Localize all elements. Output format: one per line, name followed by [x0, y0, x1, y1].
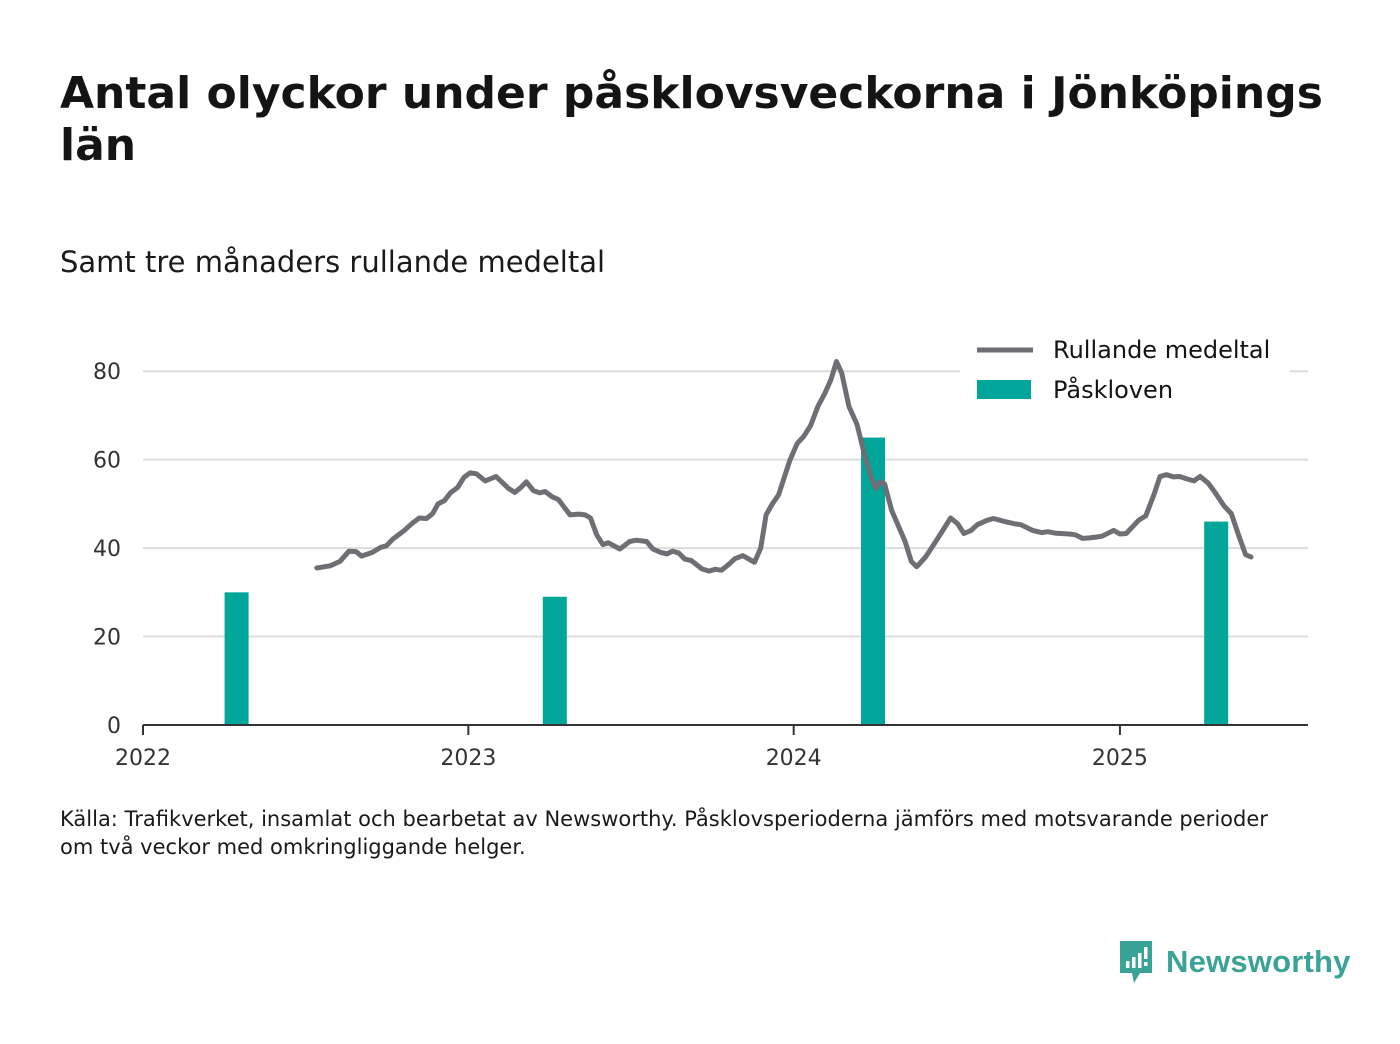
y-tick-label: 80	[93, 360, 121, 385]
y-tick-label: 40	[93, 537, 121, 562]
newsworthy-logo-icon	[1120, 941, 1152, 983]
chart-area: 0 20 40 60 80 2022 2023 2024 2025 Rullande medel…	[93, 332, 1308, 771]
line-series	[314, 359, 1254, 574]
x-tick-label: 2025	[1092, 746, 1148, 771]
legend: Rullande medeltal Påskloven	[960, 332, 1290, 410]
bar-series	[224, 437, 1229, 724]
bar-paskloven	[224, 592, 249, 724]
legend-label-line: Rullande medeltal	[1053, 336, 1270, 364]
y-tick-label: 0	[107, 714, 121, 739]
x-tick-label: 2023	[440, 746, 496, 771]
y-tick-label: 20	[93, 626, 121, 651]
y-tick-label: 60	[93, 449, 121, 474]
chart-subtitle: Samt tre månaders rullande medeltal	[60, 245, 606, 279]
legend-label-bar: Påskloven	[1053, 375, 1173, 404]
brand-name: Newsworthy	[1166, 944, 1351, 979]
x-tick-label: 2024	[766, 746, 822, 771]
axes: 0 20 40 60 80 2022 2023 2024 2025	[93, 360, 1308, 771]
bar-paskloven	[542, 596, 567, 724]
legend-bar-swatch	[977, 380, 1031, 399]
bar-paskloven	[1204, 521, 1229, 724]
brand-logo: Newsworthy	[1118, 938, 1351, 986]
line-rullande-medeltal	[314, 359, 1254, 574]
source-note: Källa: Trafikverket, insamlat och bearbe…	[60, 807, 1268, 859]
x-tick-label: 2022	[115, 746, 171, 771]
chart-title: Antal olyckor under påsklovsveckorna i J…	[60, 68, 1323, 171]
grid-lines	[143, 370, 1308, 638]
